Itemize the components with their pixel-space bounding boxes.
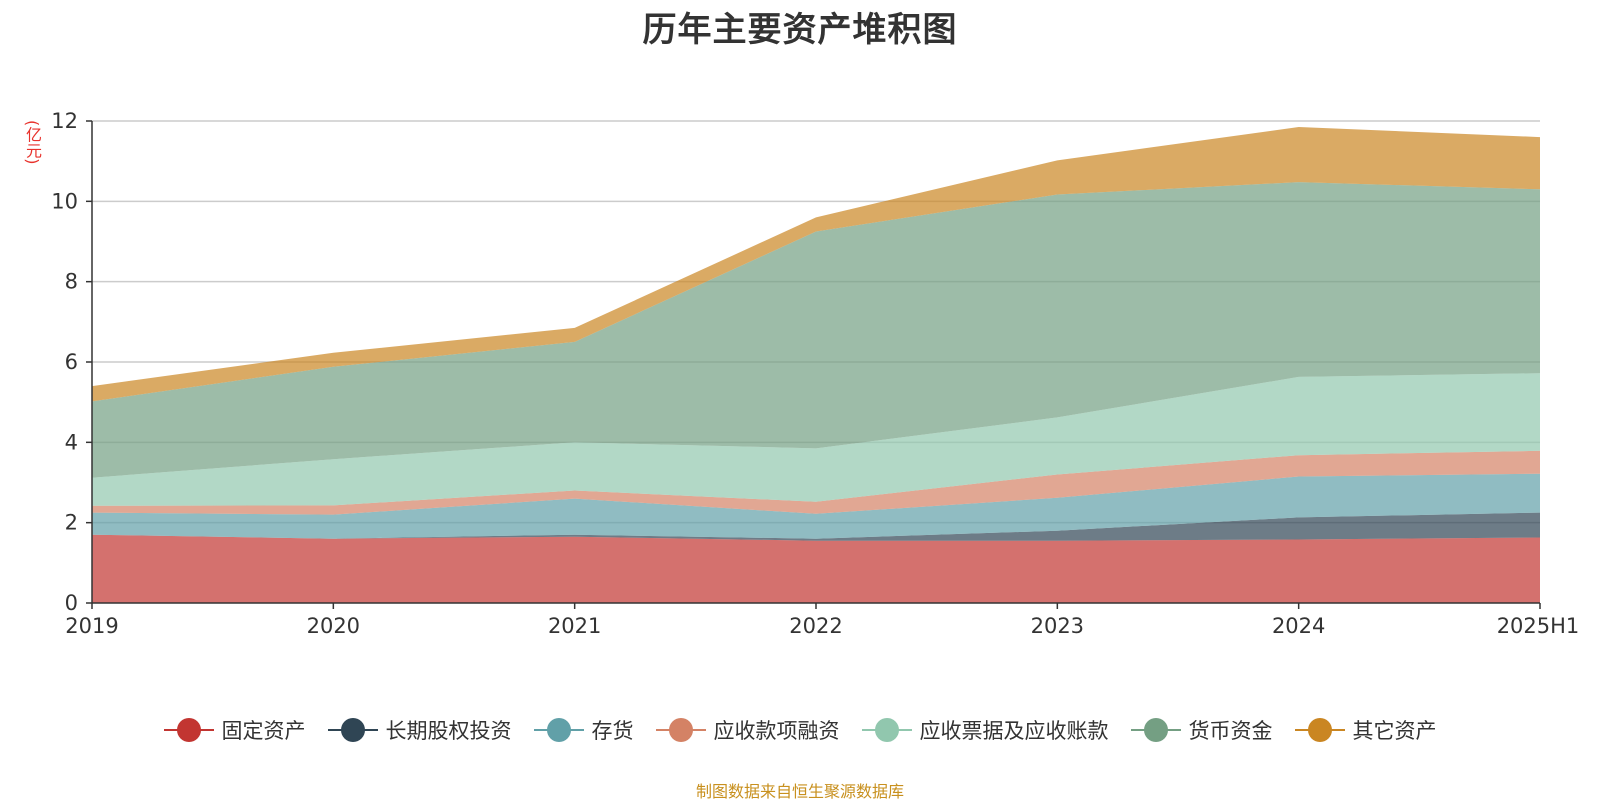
legend-item-2[interactable]: 存货 [533, 715, 634, 745]
legend-label: 货币资金 [1188, 719, 1273, 743]
x-tick-label: 2024 [1272, 614, 1325, 638]
x-tick-label: 2022 [789, 614, 842, 638]
area-series-3 [92, 450, 1540, 515]
axes: 0 2 4 6 8 10 12 2019 2020 2021 2022 2023 2024 2025H1 [51, 109, 1579, 638]
x-tick-label: 2020 [307, 614, 360, 638]
chart-title: 历年主要资产堆积图 [642, 10, 958, 50]
legend-marker-icon [861, 718, 912, 742]
legend-marker-icon [163, 718, 214, 742]
y-axis-unit-label: (亿元) [23, 120, 42, 165]
legend-item-3[interactable]: 应收款项融资 [655, 715, 840, 745]
x-tick-label: 2025H1 [1497, 614, 1580, 638]
legend-item-0[interactable]: 固定资产 [163, 715, 306, 745]
y-tick-label: 12 [51, 109, 78, 133]
legend: 固定资产 长期股权投资 存货 应收款项融资 应收票据及应收账款 货币资金 其它资产 [0, 715, 1600, 745]
y-tick-label: 2 [65, 511, 78, 535]
legend-label: 应收票据及应收账款 [919, 719, 1109, 743]
legend-label: 存货 [591, 719, 634, 743]
area-series-1 [92, 512, 1540, 541]
x-tick-label: 2021 [548, 614, 601, 638]
y-tick-label: 10 [51, 189, 78, 213]
legend-marker-icon [533, 718, 584, 742]
area-series-0 [92, 534, 1540, 603]
y-tick-label: 4 [65, 430, 78, 454]
y-tick-label: 0 [65, 591, 78, 615]
legend-item-1[interactable]: 长期股权投资 [327, 715, 512, 745]
legend-marker-icon [1294, 718, 1345, 742]
legend-marker-icon [655, 718, 706, 742]
legend-marker-icon [1130, 718, 1181, 742]
legend-item-4[interactable]: 应收票据及应收账款 [861, 715, 1109, 745]
area-series-6 [92, 127, 1540, 402]
area-series [92, 127, 1540, 603]
y-tick-label: 8 [65, 270, 78, 294]
legend-label: 固定资产 [221, 719, 306, 743]
legend-marker-icon [327, 718, 378, 742]
legend-label: 长期股权投资 [385, 719, 512, 743]
x-tick-label: 2023 [1031, 614, 1084, 638]
legend-item-6[interactable]: 其它资产 [1294, 715, 1437, 745]
area-series-5 [92, 182, 1540, 478]
area-series-4 [92, 373, 1540, 506]
legend-label: 应收款项融资 [713, 719, 840, 743]
source-note: 制图数据来自恒生聚源数据库 [695, 782, 904, 801]
area-series-2 [92, 473, 1540, 539]
legend-label: 其它资产 [1352, 719, 1437, 743]
x-tick-label: 2019 [65, 614, 118, 638]
legend-item-5[interactable]: 货币资金 [1130, 715, 1273, 745]
y-tick-label: 6 [65, 350, 78, 374]
